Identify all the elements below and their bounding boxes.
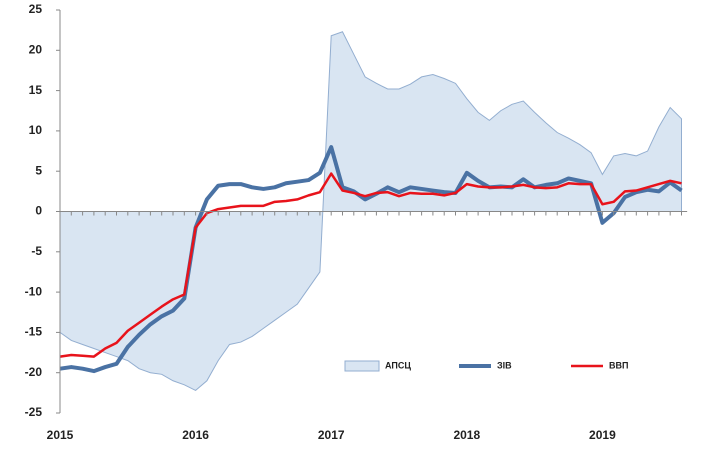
y-tick-label: 10: [29, 123, 43, 137]
legend-label: ЗІВ: [497, 360, 512, 370]
x-tick-label: 2016: [182, 428, 209, 442]
y-tick-label: -10: [25, 284, 43, 298]
y-tick-label: 25: [29, 2, 43, 16]
y-tick-label: -15: [25, 325, 43, 339]
x-tick-label: 2018: [453, 428, 480, 442]
y-tick-label: 20: [29, 42, 43, 56]
x-tick-label: 2017: [318, 428, 345, 442]
y-tick-label: -20: [25, 365, 43, 379]
legend-label: ВВП: [609, 360, 628, 370]
y-tick-label: 15: [29, 83, 43, 97]
x-tick-label: 2019: [589, 428, 616, 442]
y-tick-label: 0: [35, 204, 42, 218]
y-tick-label: -5: [31, 244, 42, 258]
line: [59, 172, 682, 358]
line: [59, 145, 683, 374]
y-tick-label: -25: [25, 405, 43, 419]
y-tick-label: 5: [35, 163, 42, 177]
x-tick-label: 2015: [47, 428, 74, 442]
legend-label: АПСЦ: [385, 360, 411, 370]
legend-swatch: [344, 360, 380, 372]
